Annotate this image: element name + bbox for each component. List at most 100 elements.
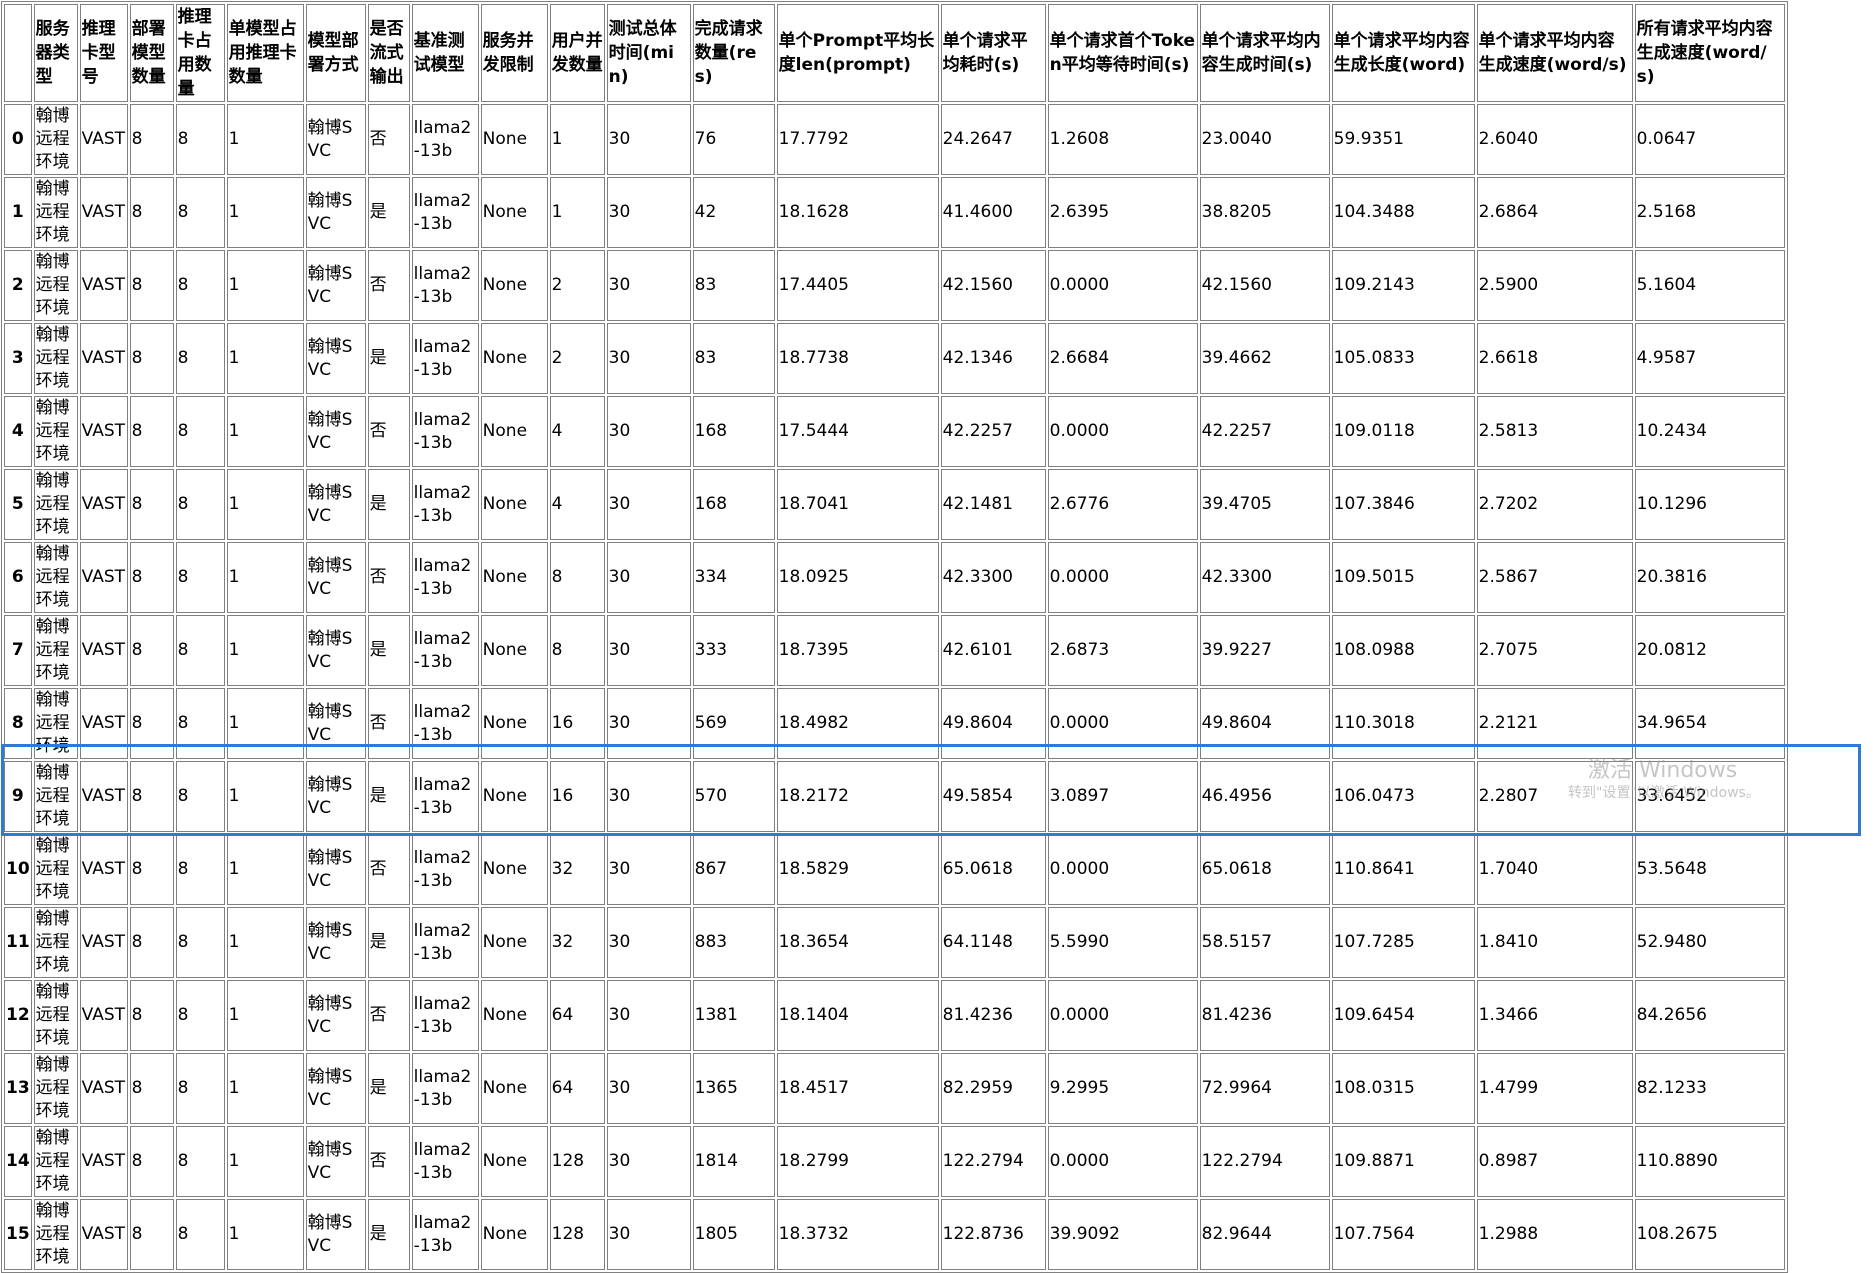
table-cell: 翰博SVC xyxy=(305,396,366,467)
table-cell: 82.9644 xyxy=(1199,1199,1330,1270)
table-cell: 39.4705 xyxy=(1199,469,1330,540)
table-cell: 42.2257 xyxy=(940,396,1046,467)
table-cell: 2 xyxy=(549,323,605,394)
column-header: 部署模型数量 xyxy=(129,4,174,102)
table-cell: 2.6684 xyxy=(1047,323,1198,394)
table-cell: 1.2988 xyxy=(1476,1199,1633,1270)
table-cell: 41.4600 xyxy=(940,177,1046,248)
table-cell: VAST xyxy=(79,761,128,832)
table-cell: 42.1560 xyxy=(940,250,1046,321)
table-cell: 30 xyxy=(606,1053,691,1124)
table-cell: 8 xyxy=(175,250,225,321)
column-header: 推理卡占用数量 xyxy=(175,4,225,102)
table-cell: 2.6776 xyxy=(1047,469,1198,540)
table-cell: 1 xyxy=(226,907,304,978)
table-cell: 是 xyxy=(367,1053,410,1124)
table-cell: 翰博远程环境 xyxy=(33,688,78,759)
table-cell: None xyxy=(480,396,548,467)
column-header: 基准测试模型 xyxy=(411,4,479,102)
row-index-cell: 0 xyxy=(4,104,32,175)
table-cell: 8 xyxy=(129,834,174,905)
table-cell: None xyxy=(480,323,548,394)
table-cell: 110.8890 xyxy=(1634,1126,1785,1197)
table-cell: 53.5648 xyxy=(1634,834,1785,905)
table-cell: 1.3466 xyxy=(1476,980,1633,1051)
table-cell: 翰博SVC xyxy=(305,615,366,686)
table-cell: 4 xyxy=(549,469,605,540)
table-cell: 81.4236 xyxy=(940,980,1046,1051)
row-index-cell: 14 xyxy=(4,1126,32,1197)
table-cell: 107.3846 xyxy=(1331,469,1475,540)
table-cell: 30 xyxy=(606,542,691,613)
table-cell: 是 xyxy=(367,615,410,686)
table-cell: 2.6618 xyxy=(1476,323,1633,394)
table-cell: 18.2799 xyxy=(776,1126,939,1197)
table-cell: 翰博远程环境 xyxy=(33,469,78,540)
table-cell: 翰博远程环境 xyxy=(33,104,78,175)
table-cell: 翰博远程环境 xyxy=(33,980,78,1051)
table-cell: 翰博远程环境 xyxy=(33,834,78,905)
table-cell: 20.0812 xyxy=(1634,615,1785,686)
table-row: 14 翰博远程环境 VAST 8 8 1 翰博SVC 否 llama2-13b None 128 30… xyxy=(4,1126,1785,1197)
column-header: 服务并发限制 xyxy=(480,4,548,102)
table-cell: VAST xyxy=(79,834,128,905)
table-cell: 34.9654 xyxy=(1634,688,1785,759)
table-cell: 18.5829 xyxy=(776,834,939,905)
table-cell: 2.5867 xyxy=(1476,542,1633,613)
table-row: 0 翰博远程环境 VAST 8 8 1 翰博SVC 否 llama2-13b None 1 30 76 1… xyxy=(4,104,1785,175)
index-header xyxy=(4,4,32,102)
table-cell: 30 xyxy=(606,323,691,394)
table-cell: 8 xyxy=(175,104,225,175)
table-cell: 23.0040 xyxy=(1199,104,1330,175)
table-cell: 109.5015 xyxy=(1331,542,1475,613)
table-cell: 72.9964 xyxy=(1199,1053,1330,1124)
table-cell: 18.3654 xyxy=(776,907,939,978)
table-cell: 58.5157 xyxy=(1199,907,1330,978)
table-cell: 8 xyxy=(129,104,174,175)
table-cell: 2 xyxy=(549,250,605,321)
table-cell: 4.9587 xyxy=(1634,323,1785,394)
table-cell: VAST xyxy=(79,907,128,978)
benchmark-table: 服务器类型 推理卡型号 部署模型数量 推理卡占用数量 单模型占用推理卡数量 模型部署方式是… xyxy=(1,1,1788,1273)
table-cell: 1.4799 xyxy=(1476,1053,1633,1124)
row-index-cell: 7 xyxy=(4,615,32,686)
table-cell: 1 xyxy=(226,250,304,321)
table-cell: 是 xyxy=(367,907,410,978)
table-cell: 18.2172 xyxy=(776,761,939,832)
table-cell: 8 xyxy=(175,1053,225,1124)
table-cell: 1 xyxy=(549,177,605,248)
table-cell: 8 xyxy=(129,761,174,832)
column-header: 单模型占用推理卡数量 xyxy=(226,4,304,102)
table-cell: 否 xyxy=(367,104,410,175)
table-cell: 5.1604 xyxy=(1634,250,1785,321)
table-cell: None xyxy=(480,177,548,248)
table-cell: 8 xyxy=(175,177,225,248)
table-cell: VAST xyxy=(79,615,128,686)
table-cell: 39.4662 xyxy=(1199,323,1330,394)
table-cell: 128 xyxy=(549,1199,605,1270)
table-cell: 8 xyxy=(175,834,225,905)
table-cell: None xyxy=(480,688,548,759)
table-cell: 8 xyxy=(175,980,225,1051)
row-index-cell: 10 xyxy=(4,834,32,905)
table-cell: 570 xyxy=(692,761,775,832)
column-header: 模型部署方式 xyxy=(305,4,366,102)
table-cell: llama2-13b xyxy=(411,1199,479,1270)
table-cell: 49.8604 xyxy=(940,688,1046,759)
table-cell: 18.1628 xyxy=(776,177,939,248)
table-cell: 8 xyxy=(175,761,225,832)
table-cell: 104.3488 xyxy=(1331,177,1475,248)
table-cell: 翰博SVC xyxy=(305,469,366,540)
table-cell: 1814 xyxy=(692,1126,775,1197)
table-cell: 105.0833 xyxy=(1331,323,1475,394)
table-cell: 翰博远程环境 xyxy=(33,1126,78,1197)
table-cell: llama2-13b xyxy=(411,323,479,394)
table-cell: 否 xyxy=(367,396,410,467)
table-cell: 0.0647 xyxy=(1634,104,1785,175)
table-cell: 1381 xyxy=(692,980,775,1051)
table-cell: 8 xyxy=(175,542,225,613)
table-cell: None xyxy=(480,907,548,978)
table-cell: 翰博远程环境 xyxy=(33,323,78,394)
table-cell: 18.4982 xyxy=(776,688,939,759)
column-header: 推理卡型号 xyxy=(79,4,128,102)
